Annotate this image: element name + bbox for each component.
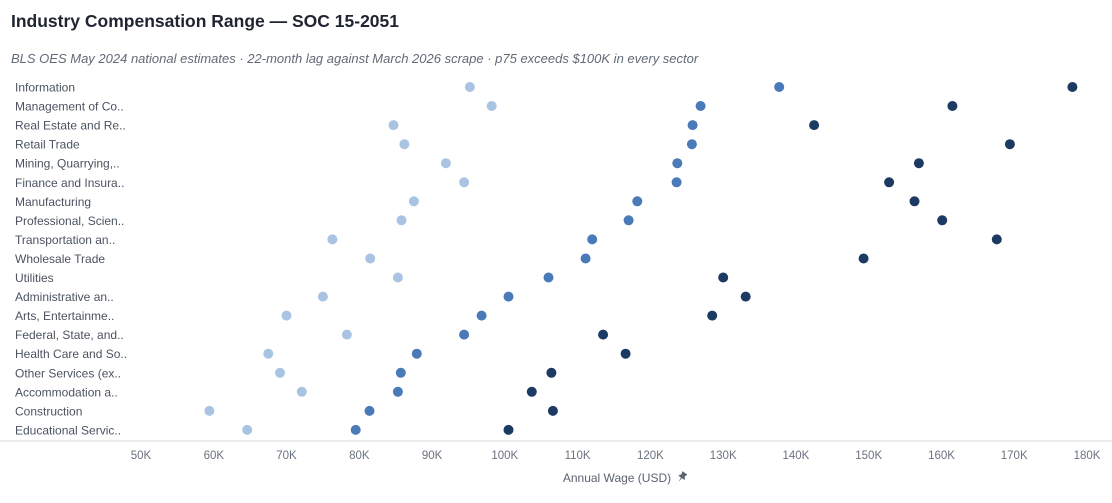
page-title: Industry Compensation Range — SOC 15-205… bbox=[11, 11, 400, 31]
data-point[interactable] bbox=[695, 101, 706, 111]
data-point[interactable] bbox=[587, 234, 598, 245]
data-point[interactable] bbox=[858, 253, 869, 264]
data-point[interactable] bbox=[242, 424, 253, 435]
data-point[interactable] bbox=[317, 291, 328, 302]
category-label: Utilities bbox=[15, 271, 54, 285]
x-tick-label: 110K bbox=[565, 450, 591, 462]
data-point[interactable] bbox=[275, 367, 285, 378]
category-label: Construction bbox=[15, 404, 82, 418]
data-points bbox=[204, 82, 1078, 435]
data-point[interactable] bbox=[464, 82, 475, 92]
x-tick-label: 180K bbox=[1074, 450, 1101, 462]
data-point[interactable] bbox=[632, 196, 643, 207]
data-point[interactable] bbox=[395, 367, 406, 378]
data-point[interactable] bbox=[392, 386, 403, 397]
data-point[interactable] bbox=[365, 253, 376, 264]
category-label: Retail Trade bbox=[15, 138, 80, 152]
chart-subtitle: BLS OES May 2024 national estimates · 22… bbox=[11, 51, 699, 66]
data-point[interactable] bbox=[459, 177, 470, 188]
category-label: Wholesale Trade bbox=[15, 252, 105, 266]
data-point[interactable] bbox=[327, 234, 338, 245]
x-tick-label: 170K bbox=[1001, 450, 1028, 462]
x-tick-label: 80K bbox=[349, 450, 370, 462]
data-point[interactable] bbox=[388, 120, 399, 131]
category-labels: Information Management of Co.. Real Estate… bbox=[15, 81, 127, 438]
category-label: Arts, Entertainme.. bbox=[15, 309, 114, 323]
x-tick-label: 140K bbox=[782, 450, 809, 462]
data-point[interactable] bbox=[364, 405, 375, 416]
category-label: Finance and Insura.. bbox=[15, 176, 124, 190]
data-point[interactable] bbox=[486, 101, 497, 111]
data-point[interactable] bbox=[263, 348, 274, 359]
category-label: Real Estate and Re.. bbox=[15, 119, 126, 133]
x-tick-label: 100K bbox=[491, 450, 518, 462]
category-label: Mining, Quarrying,.. bbox=[15, 157, 120, 171]
data-point[interactable] bbox=[687, 120, 698, 131]
data-point[interactable] bbox=[350, 424, 361, 435]
x-tick-label: 150K bbox=[855, 450, 882, 462]
data-point[interactable] bbox=[459, 329, 470, 340]
data-point[interactable] bbox=[526, 386, 537, 397]
data-point[interactable] bbox=[440, 158, 451, 169]
data-point[interactable] bbox=[620, 348, 631, 359]
data-point[interactable] bbox=[809, 120, 820, 131]
data-point[interactable] bbox=[707, 310, 718, 321]
data-point[interactable] bbox=[546, 367, 557, 378]
x-tick-label: 70K bbox=[276, 450, 297, 462]
x-axis-title: Annual Wage (USD) bbox=[563, 471, 671, 485]
data-point[interactable] bbox=[543, 272, 554, 283]
data-point[interactable] bbox=[411, 348, 422, 359]
data-point[interactable] bbox=[937, 215, 948, 226]
category-label: Health Care and So.. bbox=[15, 347, 127, 361]
data-point[interactable] bbox=[392, 272, 403, 283]
category-label: Information bbox=[15, 81, 75, 95]
data-point[interactable] bbox=[580, 253, 591, 264]
data-point[interactable] bbox=[1067, 82, 1078, 92]
category-label: Administrative an.. bbox=[15, 290, 114, 304]
category-label: Educational Servic.. bbox=[15, 423, 121, 437]
x-tick-label: 90K bbox=[422, 450, 443, 462]
category-label: Other Services (ex.. bbox=[15, 366, 121, 380]
x-axis-ticks: 50K 60K 70K 80K 90K 100K 110K 120K 130K 140K 150K 1… bbox=[131, 450, 1101, 462]
data-point[interactable] bbox=[503, 291, 514, 302]
x-tick-label: 130K bbox=[710, 450, 737, 462]
data-point[interactable] bbox=[204, 405, 215, 416]
data-point[interactable] bbox=[296, 386, 307, 397]
data-point[interactable] bbox=[740, 291, 751, 302]
data-point[interactable] bbox=[884, 177, 895, 188]
category-label: Accommodation a.. bbox=[15, 385, 118, 399]
data-point[interactable] bbox=[718, 272, 729, 283]
category-label: Management of Co.. bbox=[15, 100, 124, 114]
data-point[interactable] bbox=[396, 215, 407, 226]
data-point[interactable] bbox=[1004, 139, 1015, 150]
x-tick-label: 160K bbox=[928, 450, 955, 462]
data-point[interactable] bbox=[476, 310, 487, 321]
data-point[interactable] bbox=[408, 196, 419, 207]
data-point[interactable] bbox=[686, 139, 697, 150]
data-point[interactable] bbox=[672, 158, 683, 169]
data-point[interactable] bbox=[399, 139, 410, 150]
data-point[interactable] bbox=[913, 158, 924, 169]
category-label: Manufacturing bbox=[15, 195, 91, 209]
x-tick-label: 50K bbox=[131, 450, 152, 462]
data-point[interactable] bbox=[947, 101, 958, 111]
data-point[interactable] bbox=[503, 424, 514, 435]
data-point[interactable] bbox=[598, 329, 609, 340]
category-label: Transportation an.. bbox=[15, 233, 115, 247]
category-label: Professional, Scien.. bbox=[15, 214, 124, 228]
pin-icon[interactable] bbox=[675, 471, 688, 485]
data-point[interactable] bbox=[281, 310, 292, 321]
data-point[interactable] bbox=[341, 329, 352, 340]
category-label: Federal, State, and.. bbox=[15, 328, 124, 342]
data-point[interactable] bbox=[623, 215, 634, 226]
data-point[interactable] bbox=[774, 82, 785, 92]
x-tick-label: 60K bbox=[204, 450, 225, 462]
data-point[interactable] bbox=[547, 405, 558, 416]
data-point[interactable] bbox=[909, 196, 920, 207]
data-point[interactable] bbox=[671, 177, 682, 188]
x-tick-label: 120K bbox=[637, 450, 664, 462]
data-point[interactable] bbox=[991, 234, 1002, 245]
